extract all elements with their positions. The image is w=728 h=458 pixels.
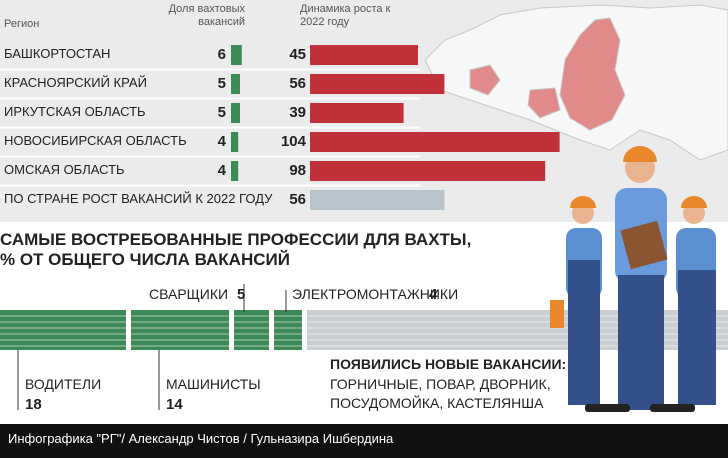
growth-value: 56 [289, 191, 306, 208]
region-label: НОВОСИБИРСКАЯ ОБЛАСТЬ [4, 133, 187, 148]
growth-bar [310, 132, 560, 152]
note-title: ПОЯВИЛИСЬ НОВЫЕ ВАКАНСИИ: [330, 356, 567, 372]
share-bar [231, 74, 240, 94]
column-header: Динамика роста к 2022 году [300, 3, 391, 28]
profession-segment [131, 310, 229, 350]
profession-label: ЭЛЕКТРОМОНТАЖНИКИ [292, 286, 459, 302]
footer-bar [0, 424, 728, 458]
profession-value: 5 [237, 286, 246, 303]
share-value: 4 [217, 133, 226, 150]
growth-bar [310, 103, 404, 123]
profession-value: 4 [429, 286, 438, 303]
growth-value: 45 [289, 46, 306, 63]
chart-title: САМЫЕ ВОСТРЕБОВАННЫЕ ПРОФЕССИИ ДЛЯ ВАХТЫ… [0, 230, 472, 269]
profession-value: 14 [166, 396, 183, 413]
growth-value: 39 [289, 104, 306, 121]
region-label: ОМСКАЯ ОБЛАСТЬ [4, 162, 125, 177]
growth-bar [310, 161, 546, 181]
note-line: ГОРНИЧНЫЕ, ПОВАР, ДВОРНИК, [330, 376, 551, 392]
profession-label: ВОДИТЕЛИ [25, 376, 102, 392]
growth-value: 104 [280, 133, 306, 150]
region-label: БАШКОРТОСТАН [4, 46, 111, 61]
region-label: ПО СТРАНЕ РОСТ ВАКАНСИЙ К 2022 ГОДУ [4, 191, 273, 206]
share-value: 5 [217, 75, 226, 92]
profession-segment [234, 310, 269, 350]
workers [550, 146, 716, 412]
note-line: ПОСУДОМОЙКА, КАСТЕЛЯНША [330, 395, 544, 411]
share-bar [231, 45, 242, 65]
profession-label: МАШИНИСТЫ [166, 376, 261, 392]
column-header: Доля вахтовых вакансий [168, 3, 245, 28]
growth-bar [310, 190, 445, 210]
share-bar [231, 103, 240, 123]
map [424, 4, 728, 161]
share-value: 6 [217, 46, 226, 63]
region-label: КРАСНОЯРСКИЙ КРАЙ [4, 75, 147, 90]
region-label: ИРКУТСКАЯ ОБЛАСТЬ [4, 104, 146, 119]
profession-label: СВАРЩИКИ [149, 286, 229, 302]
share-value: 5 [217, 104, 226, 121]
growth-value: 98 [289, 162, 306, 179]
share-bar [231, 161, 239, 181]
share-bar [231, 132, 239, 152]
growth-bar [310, 74, 445, 94]
column-header: Регион [4, 18, 40, 30]
profession-segment [274, 310, 302, 350]
share-value: 4 [217, 162, 226, 179]
credit: Инфографика "РГ"/ Александр Чистов / Гул… [8, 431, 394, 446]
profession-segment [0, 310, 126, 350]
growth-bar [310, 45, 418, 65]
profession-value: 18 [25, 396, 42, 413]
growth-value: 56 [289, 75, 306, 92]
